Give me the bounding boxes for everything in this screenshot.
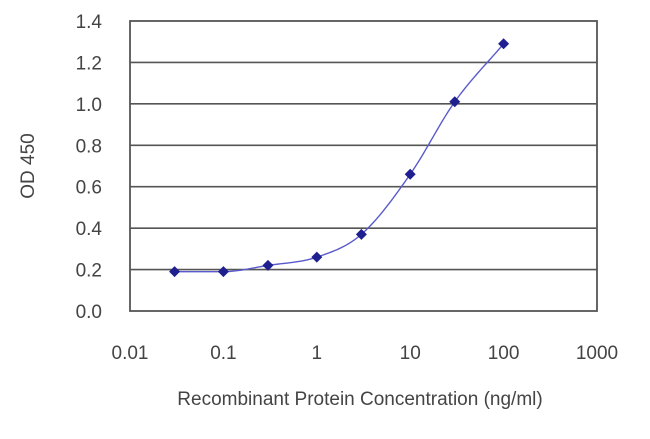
data-point-3 <box>311 251 323 263</box>
x-axis-title: Recombinant Protein Concentration (ng/ml… <box>177 389 542 410</box>
plot-border <box>129 20 598 312</box>
y-tick-label-0: 0.0 <box>76 302 102 323</box>
plot-area <box>130 21 597 311</box>
data-point-4 <box>355 228 367 240</box>
gridlines <box>130 61 597 271</box>
y-axis-title: OD 450 <box>18 133 39 198</box>
plot-background <box>130 21 597 311</box>
data-point-7 <box>498 38 510 50</box>
y-tick-labels: 0.0 0.2 0.4 0.6 0.8 1.0 1.2 1.4 <box>76 12 103 323</box>
data-point-2 <box>262 259 274 271</box>
x-tick-label-1: 0.1 <box>210 343 236 364</box>
x-tick-label-5: 1000 <box>576 343 618 364</box>
y-tick-label-3: 0.6 <box>76 178 102 199</box>
y-tick-label-7: 1.4 <box>76 12 103 33</box>
data-point-5 <box>404 168 416 180</box>
plot-frame <box>129 20 598 312</box>
data-point-layer <box>169 38 510 278</box>
y-tick-label-2: 0.4 <box>76 219 103 240</box>
x-tick-label-2: 1 <box>312 343 323 364</box>
y-tick-label-6: 1.2 <box>76 53 102 74</box>
data-point-1 <box>217 266 229 278</box>
data-point-0 <box>169 266 181 278</box>
y-tick-label-1: 0.2 <box>76 261 102 282</box>
x-tick-label-4: 100 <box>488 343 520 364</box>
fit-curve-layer <box>174 43 505 273</box>
data-point-6 <box>449 96 461 108</box>
y-tick-label-4: 0.8 <box>76 136 102 157</box>
y-tick-label-5: 1.0 <box>76 95 102 116</box>
x-tick-label-0: 0.01 <box>112 343 149 364</box>
x-tick-labels: 0.01 0.1 1 10 100 1000 <box>112 343 619 364</box>
x-tick-label-3: 10 <box>400 343 421 364</box>
fit-curve <box>174 43 505 273</box>
